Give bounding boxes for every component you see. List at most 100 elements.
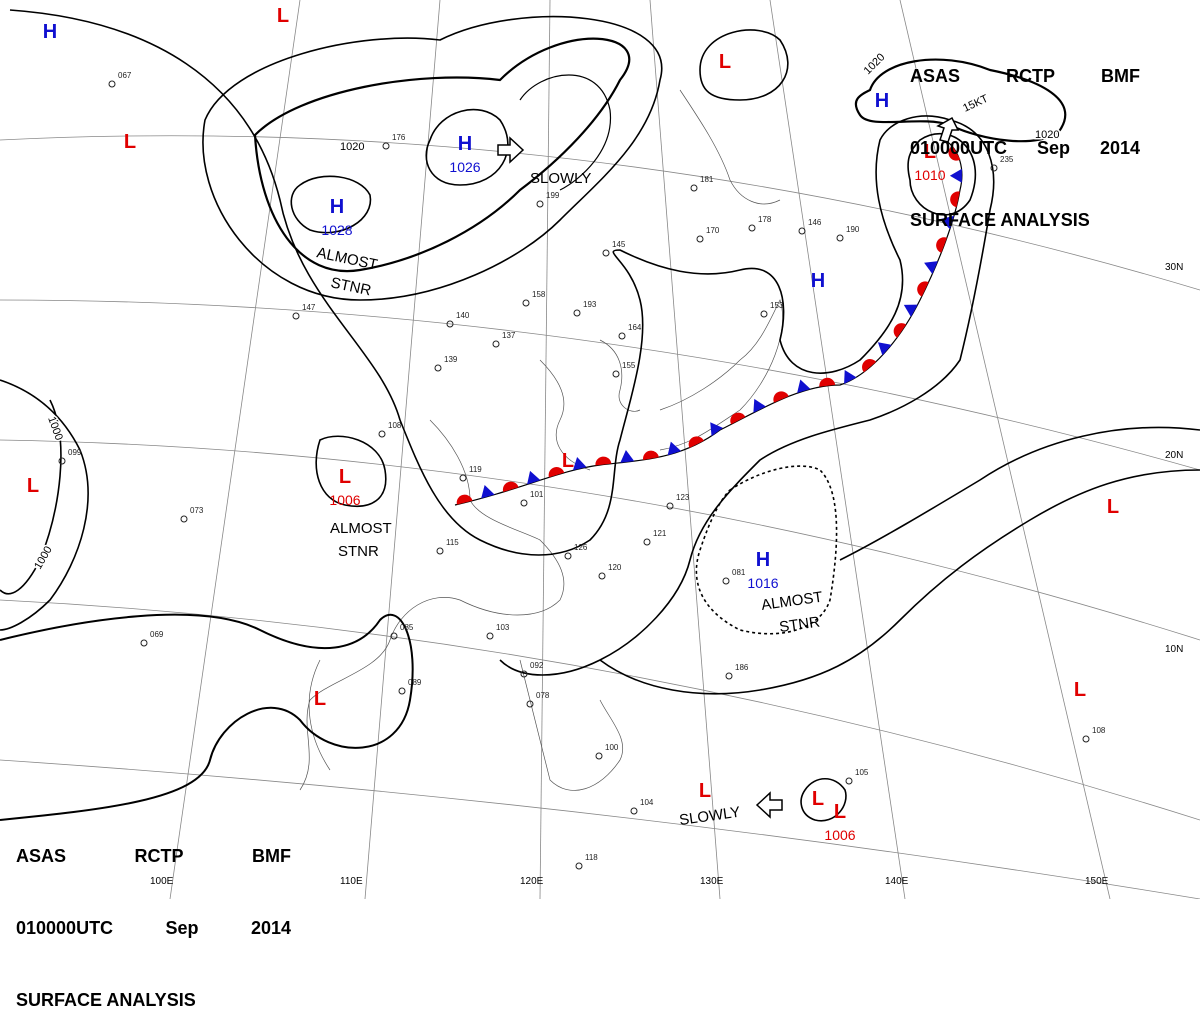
low-pressure-center: L — [314, 688, 326, 710]
station-circle — [696, 235, 704, 243]
warm-front-symbol — [456, 494, 473, 505]
station-circle — [618, 332, 626, 340]
motion-almost: ALMOST — [315, 244, 379, 273]
motion-arrows — [497, 116, 960, 819]
station-circle — [643, 538, 651, 546]
warm-front-symbol — [936, 237, 947, 253]
warm-front-symbol — [595, 456, 612, 466]
motion-slowly: SLOWLY — [530, 170, 591, 187]
warm-front-symbol — [917, 281, 929, 297]
station-pressure-label: 115 — [446, 538, 459, 547]
high-pressure-center: H — [43, 21, 57, 43]
station-circle — [725, 672, 733, 680]
fronts — [454, 139, 963, 506]
warm-front-symbol — [862, 359, 877, 373]
cold-front-symbol — [667, 441, 682, 456]
motion-stnr: STNR — [778, 613, 821, 636]
motion-stnr: STNR — [329, 274, 373, 299]
station-pressure-label: 073 — [190, 506, 204, 515]
warm-front-symbol — [893, 323, 907, 338]
lat-label: 10N — [1165, 644, 1183, 655]
cold-front-symbol — [710, 422, 723, 437]
header-month: Sep — [165, 918, 199, 938]
station-circle — [398, 687, 406, 695]
station-pressure-label: 146 — [808, 218, 822, 227]
warm-front-symbol — [688, 436, 704, 448]
station-pressure-label: 186 — [735, 663, 749, 672]
motion-arrow-west — [755, 791, 783, 819]
high-pressure-center: H — [811, 270, 825, 292]
station-pressure-label: 164 — [628, 323, 642, 332]
coordinate-labels: 100E 110E 120E 130E 140E 150E 30N 20N 10… — [150, 262, 1183, 887]
station-circle — [378, 430, 386, 438]
station-pressure-label: 193 — [583, 300, 597, 309]
warm-front-symbol — [643, 450, 659, 461]
station-circle — [630, 807, 638, 815]
station-pressure-label: 126 — [574, 543, 588, 552]
cold-front-symbol — [753, 398, 766, 413]
low-pressure-center: L — [1107, 496, 1119, 518]
station-circle — [748, 224, 756, 232]
header-product: ASAS — [910, 66, 961, 86]
station-circle — [722, 577, 730, 585]
station-pressure-label: 153 — [770, 301, 784, 310]
station-circle — [798, 227, 806, 235]
lon-label: 120E — [520, 876, 544, 887]
lat-label: 30N — [1165, 262, 1183, 273]
low-pressure-center: L — [339, 466, 351, 488]
station-circle — [382, 142, 390, 150]
station-pressure-label: 101 — [530, 490, 544, 499]
station-pressure-label: 170 — [706, 226, 720, 235]
low-pressure-center: L — [277, 5, 289, 27]
station-circle — [140, 639, 148, 647]
header-product: ASAS — [16, 846, 67, 866]
low-pressure-center: L — [719, 51, 731, 73]
center-pressure-value: 1010 — [914, 167, 945, 183]
station-circle — [459, 474, 467, 482]
station-pressure-label: 100 — [605, 743, 619, 752]
header-year: 2014 — [250, 918, 291, 938]
station-circle — [434, 364, 442, 372]
station-pressure-label: 103 — [496, 623, 510, 632]
low-pressure-center: L — [1074, 679, 1086, 701]
station-pressure-label: 123 — [676, 493, 690, 502]
header-top-right: ASAS RCTP BMF 010000UTC Sep 2014 SURFACE ANA… — [910, 16, 1140, 256]
station-pressure-label: 067 — [118, 71, 132, 80]
high-pressure-center: H — [330, 196, 344, 218]
station-circle — [180, 515, 188, 523]
station-pressure-label: 105 — [855, 768, 869, 777]
station-circle — [522, 299, 530, 307]
header-title: SURFACE ANALYSIS — [16, 990, 196, 1010]
motion-stnr: STNR — [338, 543, 379, 560]
low-pressure-center: L — [562, 450, 574, 472]
header-month: Sep — [1037, 138, 1071, 158]
motion-almost: ALMOST — [760, 589, 823, 614]
header-title: SURFACE ANALYSIS — [910, 210, 1090, 230]
high-pressure-center: H — [458, 133, 472, 155]
low-pressure-center: L — [27, 475, 39, 497]
station-pressure-label: 155 — [622, 361, 636, 370]
lon-label: 130E — [700, 876, 724, 887]
motion-arrow-east — [497, 136, 525, 164]
header-source: RCTP — [1006, 66, 1055, 86]
warm-front-symbol — [950, 191, 960, 208]
cold-front-symbol — [527, 470, 541, 485]
station-circle — [598, 572, 606, 580]
station-circle — [612, 370, 620, 378]
station-pressure-label: 199 — [546, 191, 560, 200]
high-pressure-center: H — [875, 90, 889, 112]
warm-front-symbol — [819, 377, 836, 387]
cold-front-symbol — [877, 342, 892, 356]
header-type: BMF — [1100, 66, 1140, 86]
station-circle — [573, 309, 581, 317]
station-pressure-label: 092 — [530, 661, 544, 670]
station-circle — [666, 502, 674, 510]
station-circle — [292, 312, 300, 320]
station-pressure-label: 119 — [469, 465, 482, 474]
station-pressure-label: 140 — [456, 311, 470, 320]
station-pressure-label: 089 — [408, 678, 422, 687]
coastlines — [299, 89, 783, 791]
low-pressure-center: L — [834, 801, 846, 823]
